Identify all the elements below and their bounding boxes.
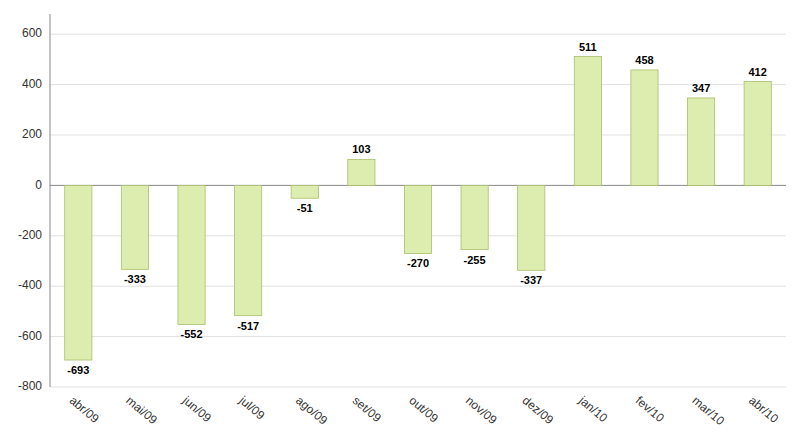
y-tick-label: 600: [22, 26, 42, 40]
data-label: 347: [692, 82, 710, 94]
y-tick-label: -800: [18, 379, 42, 393]
grid-line: [50, 387, 786, 388]
bar: [235, 185, 262, 315]
x-tick-label: abr/10: [746, 393, 781, 426]
bar: [65, 185, 92, 360]
bars: [65, 57, 772, 360]
grid: [50, 34, 786, 387]
x-tick-label: dez/09: [520, 393, 557, 427]
x-tick-label: mar/10: [689, 393, 727, 428]
x-axis: abr/09 mai/09 jun/09 jul/09 ago/09 set/09 out/…: [67, 393, 782, 429]
bar: [518, 185, 545, 270]
data-label: -255: [464, 254, 486, 266]
y-tick-label: -200: [18, 228, 42, 242]
data-label: -693: [67, 364, 89, 376]
bar: [291, 185, 318, 198]
bar: [121, 185, 148, 269]
x-tick-label: jul/09: [236, 393, 268, 423]
y-tick-label: 200: [22, 127, 42, 141]
data-label: -517: [237, 320, 259, 332]
x-tick-label: ago/09: [293, 393, 330, 428]
grid-line: [50, 286, 786, 287]
x-tick-label: nov/09: [463, 393, 500, 427]
y-axis: -800 -600 -400 -200 0 200 400 600: [18, 14, 50, 393]
grid-line: [50, 134, 786, 135]
data-label: -552: [181, 328, 203, 340]
bar: [461, 185, 488, 249]
x-tick-label: mai/09: [123, 393, 160, 427]
data-label: -333: [124, 273, 146, 285]
data-label: 511: [579, 41, 597, 53]
y-tick-label: 0: [35, 178, 42, 192]
data-label: -51: [297, 202, 313, 214]
data-label: 458: [635, 54, 653, 66]
data-labels: -693 -333 -552 -517 -51 103 -270 -255 -337 511 458…: [67, 41, 767, 376]
bar: [744, 82, 771, 186]
y-tick-label: 400: [22, 77, 42, 91]
grid-line: [50, 34, 786, 35]
x-tick-label: out/09: [406, 393, 441, 425]
x-tick-label: jan/10: [575, 393, 610, 426]
data-label: -270: [407, 257, 429, 269]
y-tick-label: -400: [18, 278, 42, 292]
data-label: -337: [520, 274, 542, 286]
chart-container: -800 -600 -400 -200 0 200 400 600 -693 -333 -552 -5…: [0, 0, 800, 441]
grid-line: [50, 84, 786, 85]
bar: [178, 185, 205, 324]
grid-line: [50, 336, 786, 337]
x-tick-label: jun/09: [179, 393, 214, 426]
x-tick-label: set/09: [350, 393, 384, 425]
bar: [404, 185, 431, 253]
x-tick-label: fev/10: [633, 393, 667, 425]
chart: -800 -600 -400 -200 0 200 400 600 -693 -333 -552 -5…: [0, 0, 800, 441]
x-tick-label: abr/09: [67, 393, 102, 426]
data-label: 103: [352, 143, 370, 155]
y-tick-label: -600: [18, 329, 42, 343]
y-axis-line: [50, 14, 51, 387]
bar: [348, 159, 375, 185]
bar: [574, 57, 601, 186]
bar: [687, 98, 714, 185]
data-label: 412: [749, 66, 767, 78]
bar: [631, 70, 658, 185]
